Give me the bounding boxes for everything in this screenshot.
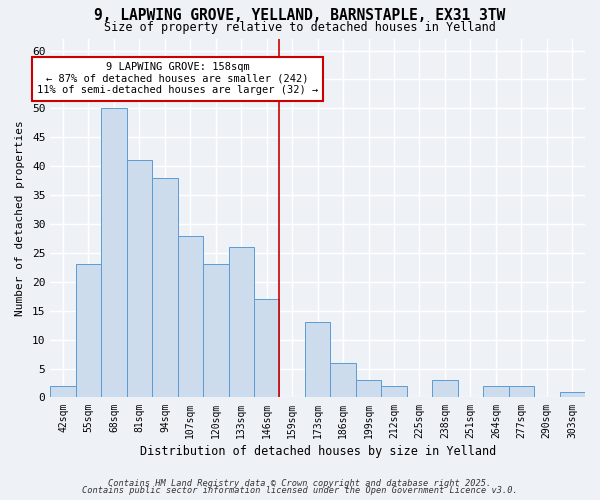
Bar — [127, 160, 152, 398]
Bar — [76, 264, 101, 398]
Text: 9, LAPWING GROVE, YELLAND, BARNSTAPLE, EX31 3TW: 9, LAPWING GROVE, YELLAND, BARNSTAPLE, E… — [94, 8, 506, 22]
Bar — [560, 392, 585, 398]
Bar — [178, 236, 203, 398]
Text: 9 LAPWING GROVE: 158sqm
← 87% of detached houses are smaller (242)
11% of semi-d: 9 LAPWING GROVE: 158sqm ← 87% of detache… — [37, 62, 318, 96]
Text: Contains public sector information licensed under the Open Government Licence v3: Contains public sector information licen… — [82, 486, 518, 495]
Bar — [305, 322, 331, 398]
Bar — [483, 386, 509, 398]
Bar — [229, 247, 254, 398]
Bar — [432, 380, 458, 398]
Bar — [152, 178, 178, 398]
Bar — [356, 380, 382, 398]
Bar — [331, 363, 356, 398]
Bar — [50, 386, 76, 398]
Y-axis label: Number of detached properties: Number of detached properties — [15, 120, 25, 316]
Bar — [101, 108, 127, 398]
Bar — [509, 386, 534, 398]
Text: Contains HM Land Registry data © Crown copyright and database right 2025.: Contains HM Land Registry data © Crown c… — [109, 478, 491, 488]
X-axis label: Distribution of detached houses by size in Yelland: Distribution of detached houses by size … — [140, 444, 496, 458]
Bar — [382, 386, 407, 398]
Text: Size of property relative to detached houses in Yelland: Size of property relative to detached ho… — [104, 21, 496, 34]
Bar — [254, 299, 280, 398]
Bar — [203, 264, 229, 398]
